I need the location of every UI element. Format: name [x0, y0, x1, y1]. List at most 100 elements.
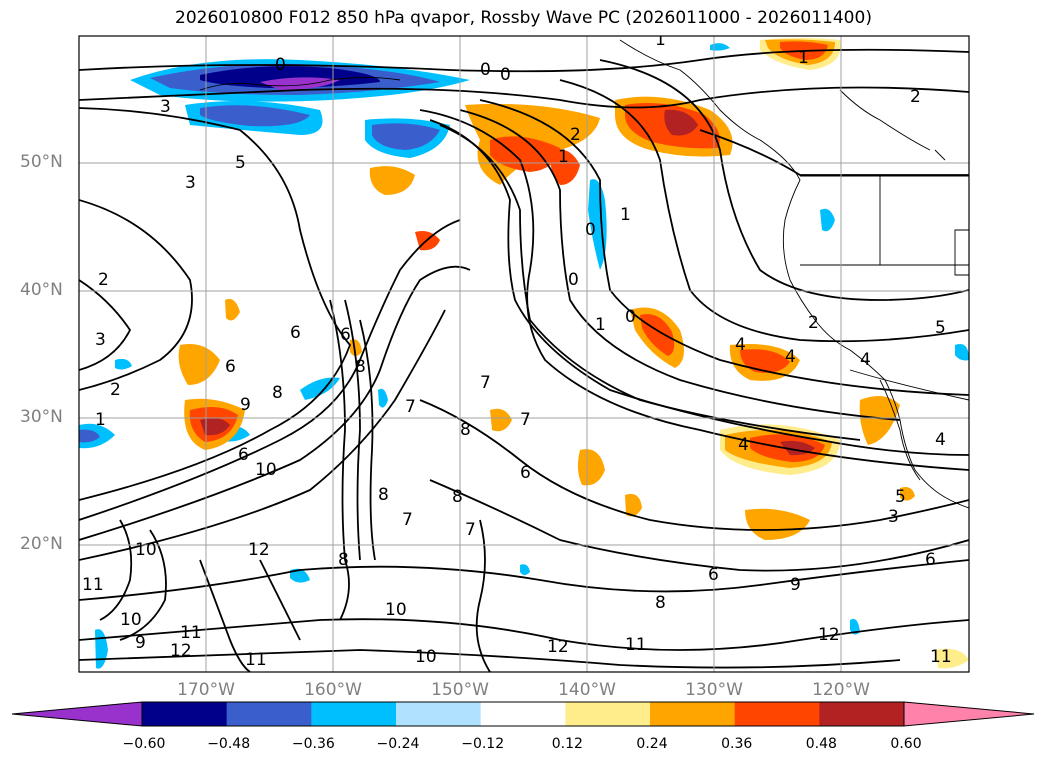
contour-label: 2: [570, 125, 581, 145]
contour-label: 9: [790, 575, 801, 595]
contour-label: 7: [465, 520, 476, 540]
contour-label: 8: [272, 383, 283, 403]
contour-label: 10: [415, 647, 437, 667]
contour-label: 9: [135, 633, 146, 653]
map-title: 2026010800 F012 850 hPa qvapor, Rossby W…: [175, 8, 872, 28]
colorbar-tick-label: 0.60: [890, 736, 922, 752]
contour-label: 11: [625, 635, 647, 655]
contour-label: 11: [245, 650, 267, 670]
contour-label: 3: [185, 173, 196, 193]
contour-value-labels: 3 3 5 2 3 2 1 6 6 9 8 6 10 12 10 11 10 9…: [82, 30, 952, 670]
contour-label: 11: [180, 623, 202, 643]
contour-label: 10: [135, 540, 157, 560]
contour-label: 10: [385, 600, 407, 620]
contour-label: 2: [910, 87, 921, 107]
lon-label-130w: 130°W: [685, 680, 743, 700]
contour-label: 8: [378, 485, 389, 505]
contour-label: 8: [655, 593, 666, 613]
contour-label: 9: [240, 395, 251, 415]
contour-label: 3: [160, 97, 171, 117]
contour-label: 4: [935, 430, 946, 450]
contour-label: 8: [338, 550, 349, 570]
colorbar-swatch: [904, 702, 1034, 726]
colorbar-swatch: [734, 702, 820, 726]
lon-label-160w: 160°W: [304, 680, 362, 700]
contour-label: 1: [95, 410, 106, 430]
contour-label: 1: [595, 315, 606, 335]
contour-label: 7: [480, 373, 491, 393]
contour-lines: [79, 48, 969, 672]
colorbar-tick-label: 0.24: [636, 736, 668, 752]
colorbar-tick-label: −0.36: [291, 736, 335, 752]
colorbar-swatch: [819, 702, 905, 726]
colorbar-swatch: [650, 702, 736, 726]
contour-label: 5: [935, 318, 946, 338]
contour-label: 0: [275, 55, 286, 75]
contour-label: 6: [520, 463, 531, 483]
contour-label: 4: [735, 335, 746, 355]
contour-label: 4: [738, 435, 749, 455]
contour-label: 5: [895, 487, 906, 507]
colorbar-swatch: [396, 702, 482, 726]
contour-label: 3: [95, 330, 106, 350]
contour-label: 11: [930, 647, 952, 667]
lon-label-170w: 170°W: [177, 680, 235, 700]
contour-label: 8: [355, 357, 366, 377]
map-panel: 3 3 5 2 3 2 1 6 6 9 8 6 10 12 10 11 10 9…: [78, 30, 970, 673]
contour-label: 6: [290, 323, 301, 343]
contour-label: 1: [558, 147, 569, 167]
map-frame: [78, 35, 970, 673]
contour-label: 12: [818, 625, 840, 645]
contour-label: 11: [82, 575, 104, 595]
colorbar-swatch: [142, 702, 228, 726]
lon-label-140w: 140°W: [558, 680, 616, 700]
colorbar-tick-label: −0.24: [376, 736, 420, 752]
colorbar-tick-label: 0.48: [805, 736, 837, 752]
contour-label: 12: [547, 637, 569, 657]
contour-label: 7: [520, 410, 531, 430]
contour-label: 1: [620, 205, 631, 225]
lon-label-120w: 120°W: [812, 680, 870, 700]
contour-label: 2: [808, 313, 819, 333]
coastlines: [199, 39, 969, 509]
contour-label: 7: [405, 397, 416, 417]
grid-lines: [79, 36, 969, 672]
colorbar-swatch: [226, 702, 312, 726]
contour-label: 4: [860, 350, 871, 370]
positive-anomaly-patches: [178, 38, 969, 669]
contour-label: 2: [110, 380, 121, 400]
contour-label: 6: [238, 445, 249, 465]
colorbar-swatch: [12, 702, 142, 726]
colorbar-tick-label: 0.36: [721, 736, 753, 752]
contour-label: 1: [798, 48, 809, 68]
contour-label: 0: [585, 220, 596, 240]
colorbar-tick-label: −0.48: [207, 736, 251, 752]
colorbar-swatch: [311, 702, 397, 726]
lat-label-40n: 40°N: [20, 280, 63, 300]
contour-label: 0: [568, 270, 579, 290]
contour-label: 0: [625, 307, 636, 327]
colorbar-tick-label: 0.12: [551, 736, 583, 752]
colorbar: [11, 701, 1035, 727]
colorbar-tick-label: −0.60: [122, 736, 166, 752]
contour-label: 10: [255, 460, 277, 480]
contour-label: 6: [225, 357, 236, 377]
contour-label: 8: [452, 487, 463, 507]
lat-label-20n: 20°N: [20, 534, 63, 554]
contour-label: 5: [235, 153, 246, 173]
contour-label: 12: [170, 641, 192, 661]
lat-label-30n: 30°N: [20, 407, 63, 427]
contour-label: 12: [248, 540, 270, 560]
contour-label: 4: [785, 347, 796, 367]
contour-label: 7: [402, 510, 413, 530]
contour-label: 3: [888, 507, 899, 527]
contour-label: 0: [500, 65, 511, 85]
contour-label: 8: [460, 420, 471, 440]
colorbar-tick-label: −0.12: [461, 736, 505, 752]
contour-label: 10: [120, 610, 142, 630]
contour-label: 1: [655, 30, 666, 50]
contour-label: 6: [708, 565, 719, 585]
lon-label-150w: 150°W: [431, 680, 489, 700]
contour-label: 6: [925, 550, 936, 570]
lat-label-50n: 50°N: [20, 152, 63, 172]
